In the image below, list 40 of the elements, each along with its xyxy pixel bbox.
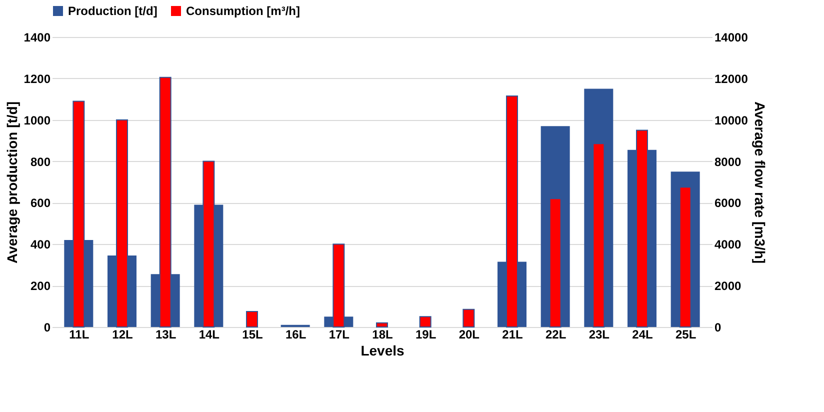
y-tick-label: 0 xyxy=(44,320,51,334)
bar xyxy=(462,308,475,328)
x-tick-label: 17L xyxy=(328,328,350,342)
x-tick-label: 12L xyxy=(112,328,133,342)
y-tick-label: 400 xyxy=(30,238,51,252)
legend-label: Production [t/d] xyxy=(68,4,158,18)
x-tick-label: 13L xyxy=(155,328,176,342)
x-tick-label: 22L xyxy=(545,328,566,342)
y2-tick-label: 2000 xyxy=(714,279,742,294)
y-tick-label: 1200 xyxy=(24,72,51,86)
y2-tick-label: 10000 xyxy=(714,113,748,128)
x-tick-label: 24L xyxy=(632,328,653,342)
x-tick-label: 11L xyxy=(69,328,90,342)
bar xyxy=(246,310,258,328)
x-tick-label: 21L xyxy=(502,328,523,342)
y-tick-label: 1400 xyxy=(24,30,51,44)
y2-axis-title: Average flow rate [m3/h] xyxy=(752,101,768,264)
x-tick-label: 19L xyxy=(415,328,436,342)
y2-tick-label: 12000 xyxy=(714,72,748,86)
y-tick-label: 800 xyxy=(30,154,51,169)
bar xyxy=(376,322,388,328)
y2-tick-label: 14000 xyxy=(714,30,748,44)
x-tick-label: 18L xyxy=(372,328,393,342)
x-tick-label: 20L xyxy=(458,328,480,342)
x-tick-label: 14L xyxy=(198,328,220,342)
y2-tick-label: 8000 xyxy=(714,154,742,169)
y2-tick-label: 0 xyxy=(714,320,722,334)
y-tick-label: 600 xyxy=(30,196,51,210)
x-tick-label: 23L xyxy=(588,328,610,342)
legend-label: Consumption [m³/h] xyxy=(186,4,300,18)
y-tick-label: 1000 xyxy=(24,113,51,128)
x-tick-label: 16L xyxy=(285,328,306,342)
x-tick-label: 25L xyxy=(675,328,696,342)
y-axis-title: Average production [t/d] xyxy=(4,101,20,264)
x-axis-title: Levels xyxy=(360,342,405,358)
y-tick-label: 200 xyxy=(30,279,51,294)
bar xyxy=(419,316,432,328)
y2-tick-label: 4000 xyxy=(714,238,742,252)
y2-tick-label: 6000 xyxy=(714,196,742,210)
x-tick-label: 15L xyxy=(242,328,263,342)
